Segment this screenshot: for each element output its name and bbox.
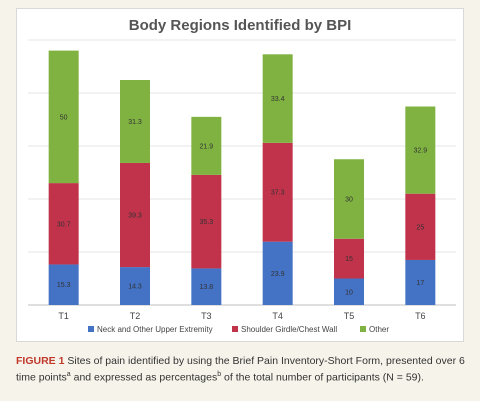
data-label: 30.7 — [57, 221, 71, 228]
legend-swatch — [88, 326, 94, 332]
data-label: 31.3 — [128, 119, 142, 126]
data-label: 39.3 — [128, 213, 142, 220]
bar-t6-series-3 — [405, 106, 436, 194]
bar-t5-series-2 — [334, 238, 364, 279]
x-tick-label: T4 — [272, 311, 283, 321]
data-label: 10 — [345, 289, 353, 296]
bar-t3-series-2 — [191, 174, 222, 269]
x-axis-ticks: T1 T2 T3 T4 T5 T6 — [58, 311, 425, 321]
data-label: 15.3 — [57, 282, 71, 289]
x-tick-label: T3 — [201, 311, 212, 321]
legend-label: Neck and Other Upper Extremity — [97, 325, 213, 334]
caption-text-1: Sites of pain identified by using the Br… — [16, 355, 465, 384]
data-label: 21.9 — [200, 143, 214, 150]
data-label: 32.9 — [414, 148, 428, 155]
x-tick-label: T6 — [415, 311, 426, 321]
bar-t6-series-1 — [405, 259, 436, 305]
bar-t2-series-2 — [120, 162, 150, 268]
bar-t4-series-1 — [262, 241, 293, 305]
data-label: 30 — [345, 197, 353, 204]
data-label: 15 — [345, 256, 353, 263]
bar-t1-series-3 — [48, 50, 79, 184]
legend-item: Shoulder Girdle/Chest Wall — [232, 325, 337, 334]
caption-sup-a: a — [66, 371, 71, 378]
data-label: 25 — [416, 224, 424, 231]
caption-sup-b: b — [217, 371, 222, 378]
x-tick-label: T5 — [344, 311, 355, 321]
data-label: 50 — [60, 114, 68, 121]
legend: Neck and Other Upper Extremity Shoulder G… — [88, 325, 389, 334]
data-labels: 15.3 30.7 50 14.3 39.3 31.3 13.8 35.3 21.9 23.9 37… — [57, 96, 427, 296]
data-label: 37.3 — [271, 190, 285, 197]
bar-t3-series-3 — [191, 116, 222, 175]
caption-text-2: and expressed as percentages — [70, 371, 218, 384]
gridlines — [28, 39, 456, 306]
figure-caption: FIGURE 1 Sites of pain identified by usi… — [16, 354, 466, 385]
data-label: 14.3 — [128, 284, 142, 291]
data-label: 33.4 — [271, 96, 285, 103]
legend-item: Other — [360, 325, 389, 334]
x-tick-label: T1 — [58, 311, 69, 321]
figure-label: FIGURE 1 — [16, 355, 65, 367]
legend-item: Neck and Other Upper Extremity — [88, 325, 213, 334]
caption-text-3: of the total number of participants (N =… — [221, 371, 424, 384]
bar-t2-series-3 — [120, 80, 150, 163]
bar-t5-series-3 — [334, 159, 364, 239]
bar-t1-series-1 — [48, 264, 79, 305]
bar-t6-series-2 — [405, 193, 436, 260]
data-label: 17 — [416, 280, 424, 287]
data-label: 23.9 — [271, 271, 285, 278]
legend-swatch — [360, 326, 366, 332]
bar-t2-series-1 — [120, 267, 150, 305]
bar-t3-series-1 — [191, 268, 222, 305]
bar-t4-series-2 — [262, 142, 293, 242]
legend-swatch — [232, 326, 238, 332]
bar-t4-series-3 — [262, 54, 293, 143]
chart-title: Body Regions Identified by BPI — [129, 17, 352, 34]
legend-label: Other — [369, 325, 389, 334]
legend-label: Shoulder Girdle/Chest Wall — [241, 325, 337, 334]
chart-frame — [16, 8, 464, 342]
bars — [48, 50, 436, 305]
x-tick-label: T2 — [130, 311, 141, 321]
data-label: 13.8 — [200, 284, 214, 291]
bar-t1-series-2 — [48, 183, 79, 265]
bar-t5-series-1 — [334, 278, 364, 305]
stacked-bar-chart: Body Regions Identified by BPI 15.3 30.7 5… — [28, 17, 456, 334]
data-label: 35.3 — [200, 219, 214, 226]
